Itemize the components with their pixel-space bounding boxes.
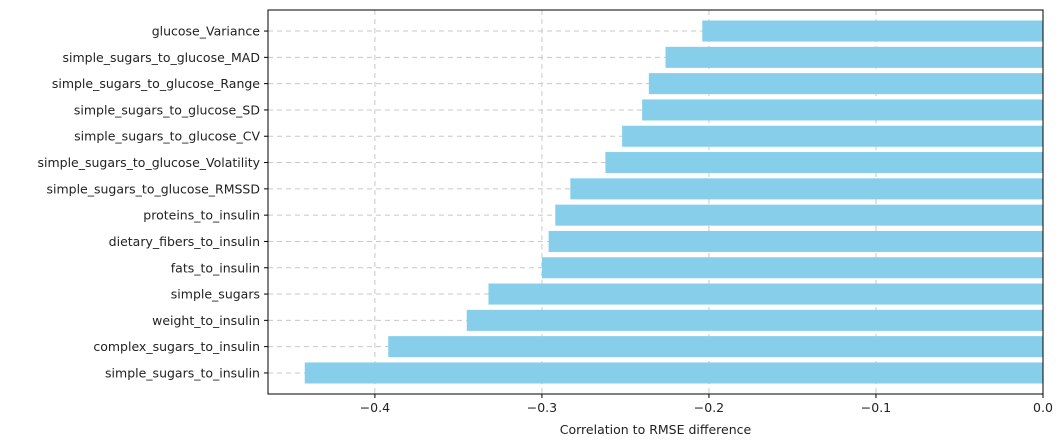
y-tick-label: fats_to_insulin (171, 260, 260, 275)
bar-simple_sugars_to_glucose_CV (622, 125, 1043, 147)
bar-complex_sugars_to_insulin (388, 336, 1043, 358)
y-tick-label: simple_sugars_to_glucose_Range (52, 76, 260, 91)
bar-proteins_to_insulin (555, 204, 1043, 226)
y-tick-label: simple_sugars_to_glucose_MAD (62, 50, 260, 65)
bar-simple_sugars_to_insulin (304, 362, 1043, 384)
bar-simple_sugars_to_glucose_SD (642, 99, 1043, 121)
x-axis-title: Correlation to RMSE difference (560, 422, 752, 437)
y-tick-label: simple_sugars_to_glucose_RMSSD (46, 181, 260, 196)
x-tick-label: −0.4 (360, 400, 390, 415)
x-tick-label: −0.2 (694, 400, 724, 415)
x-tick-label: 0.0 (1033, 400, 1053, 415)
x-tick-label: −0.3 (527, 400, 557, 415)
plot-frame (267, 9, 1044, 395)
bar-simple_sugars_to_glucose_Volatility (605, 152, 1043, 174)
bar-weight_to_insulin (466, 309, 1044, 331)
bars (304, 20, 1044, 384)
bar-simple_sugars (488, 283, 1044, 305)
y-tick-label: simple_sugars_to_insulin (105, 365, 260, 380)
bar-simple_sugars_to_glucose_MAD (665, 46, 1043, 68)
x-axis-ticks: −0.4 −0.3 −0.2 −0.1 0.0 (360, 394, 1053, 415)
y-tick-label: dietary_fibers_to_insulin (109, 234, 260, 249)
bar-fats_to_insulin (541, 257, 1043, 279)
bar-simple_sugars_to_glucose_Range (648, 73, 1043, 95)
y-tick-label: simple_sugars_to_glucose_CV (74, 129, 260, 144)
bar-dietary_fibers_to_insulin (548, 230, 1043, 252)
y-tick-label: complex_sugars_to_insulin (93, 339, 260, 354)
bar-glucose_Variance (702, 20, 1043, 42)
y-tick-label: proteins_to_insulin (143, 208, 260, 223)
y-tick-label: simple_sugars_to_glucose_Volatility (37, 155, 260, 170)
y-axis-ticks: glucose_Variance simple_sugars_to_glucose… (37, 24, 268, 380)
bar-simple_sugars_to_glucose_RMSSD (570, 178, 1043, 200)
x-tick-label: −0.1 (861, 400, 891, 415)
y-tick-label: simple_sugars (171, 287, 260, 302)
y-tick-label: simple_sugars_to_glucose_SD (74, 102, 260, 117)
y-tick-label: weight_to_insulin (152, 313, 260, 328)
y-tick-label: glucose_Variance (152, 24, 261, 39)
